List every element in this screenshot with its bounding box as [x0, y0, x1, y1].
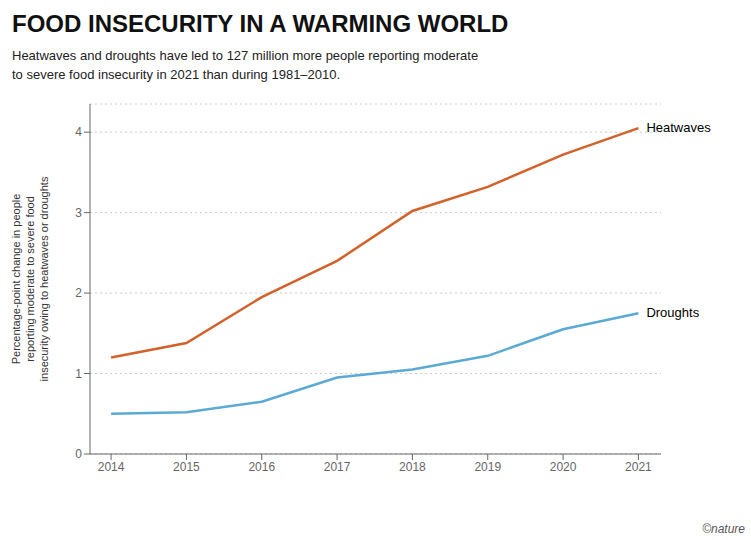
html-text:Heatwaves and droughts have le: Heatwaves and droughts have led to 127 m…	[12, 48, 479, 63]
svg-text:2020: 2020	[550, 460, 577, 474]
html-text:©nature: ©nature	[702, 522, 745, 536]
svg-text:Percentage-point change in peo: Percentage-point change in peoplereporti…	[10, 176, 50, 381]
svg-text:2014: 2014	[98, 460, 125, 474]
svg-text:1: 1	[75, 367, 82, 381]
html-text:FOOD INSECURITY IN A WARMING W: FOOD INSECURITY IN A WARMING WORLD	[12, 10, 509, 37]
svg-text:2: 2	[75, 286, 82, 300]
svg-text:Heatwaves: Heatwaves	[646, 120, 711, 135]
svg-text:2015: 2015	[173, 460, 200, 474]
svg-text:2018: 2018	[399, 460, 426, 474]
html-text:to severe food insecurity in 2: to severe food insecurity in 2021 than d…	[12, 67, 341, 82]
svg-text:4: 4	[75, 125, 82, 139]
svg-text:2016: 2016	[248, 460, 275, 474]
svg-text:3: 3	[75, 206, 82, 220]
svg-text:Droughts: Droughts	[646, 305, 699, 320]
svg-text:2019: 2019	[474, 460, 501, 474]
svg-text:2021: 2021	[625, 460, 652, 474]
svg-text:2017: 2017	[324, 460, 351, 474]
svg-text:0: 0	[75, 447, 82, 461]
